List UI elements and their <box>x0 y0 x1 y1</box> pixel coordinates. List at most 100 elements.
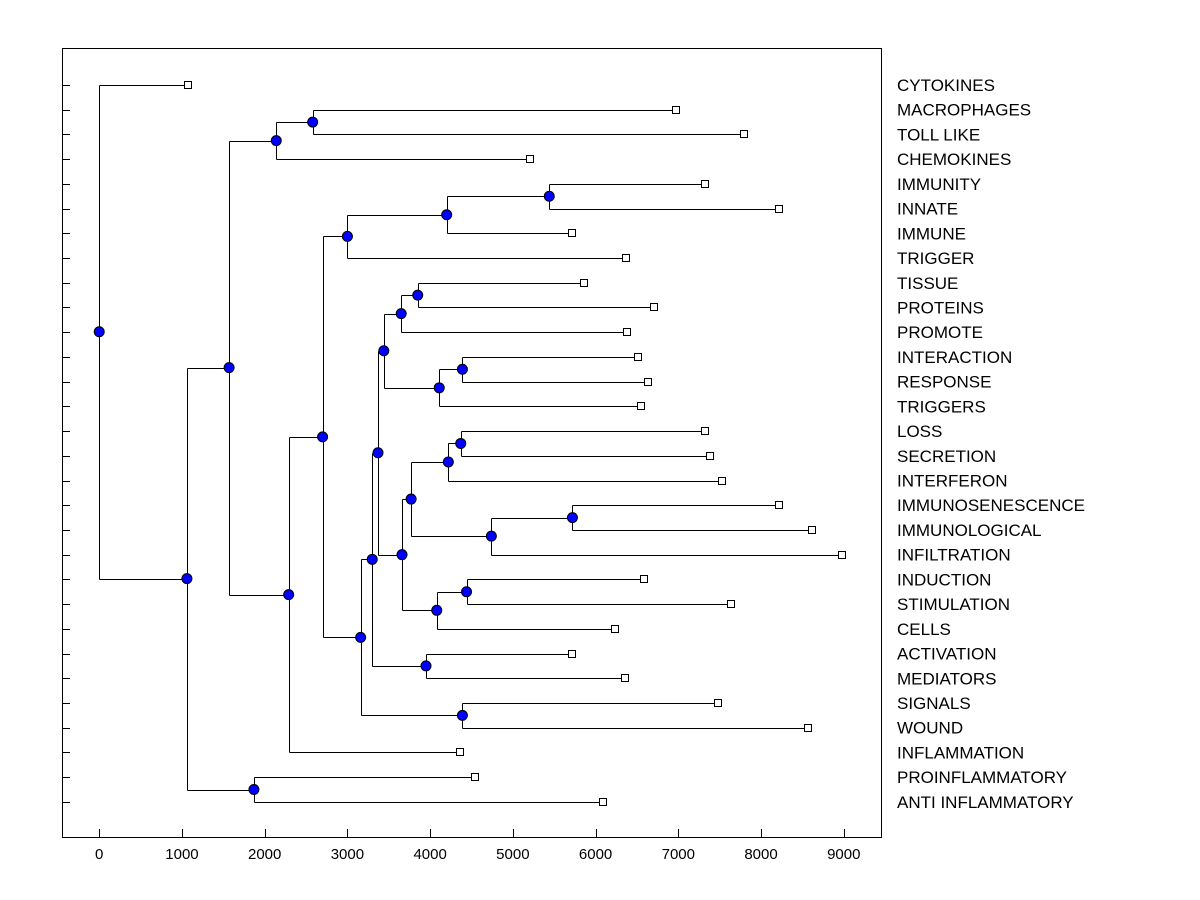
leaf-label-anti-inflammatory: ANTI INFLAMMATORY <box>897 793 1074 812</box>
merge-node-21 <box>456 709 468 721</box>
leaf-label-response: RESPONSE <box>897 373 991 392</box>
merge-node-2 <box>543 190 555 202</box>
x-tick-label-9000: 9000 <box>827 846 860 863</box>
x-tick-label-0: 0 <box>95 846 103 863</box>
leaf-marker-macrophages <box>672 106 680 114</box>
leaf-label-innate: INNATE <box>897 200 958 219</box>
leaf-marker-interferon <box>718 477 726 485</box>
leaf-marker-loss <box>701 427 709 435</box>
leaf-markers-group <box>184 81 846 806</box>
leaf-marker-proteins <box>650 303 658 311</box>
leaf-marker-interaction <box>634 353 642 361</box>
leaf-label-promote: PROMOTE <box>897 323 983 342</box>
leaf-label-toll-like: TOLL LIKE <box>897 125 980 144</box>
leaf-label-immunological: IMMUNOLOGICAL <box>897 521 1042 540</box>
merge-node-14 <box>405 493 417 505</box>
leaf-label-secretion: SECRETION <box>897 447 996 466</box>
leaf-marker-toll-like <box>740 130 748 138</box>
leaf-label-triggers: TRIGGERS <box>897 397 986 416</box>
leaf-marker-secretion <box>706 452 714 460</box>
x-tick-label-1000: 1000 <box>165 846 198 863</box>
merge-node-9 <box>378 345 390 357</box>
leaf-label-activation: ACTIVATION <box>897 645 997 664</box>
merge-node-7 <box>456 363 468 375</box>
leaf-label-immune: IMMUNE <box>897 224 966 243</box>
leaf-label-loss: LOSS <box>897 422 942 441</box>
leaf-label-immunosenescence: IMMUNOSENESCENCE <box>897 496 1085 515</box>
plot-frame <box>62 48 882 838</box>
merge-node-25 <box>223 362 235 374</box>
leaf-marker-trigger <box>622 254 630 262</box>
leaf-marker-immunosenescence <box>775 501 783 509</box>
merge-node-24 <box>283 589 295 601</box>
x-tick-label-3000: 3000 <box>331 846 364 863</box>
leaf-marker-chemokines <box>526 155 534 163</box>
x-tick-label-6000: 6000 <box>579 846 612 863</box>
leaf-label-cells: CELLS <box>897 620 951 639</box>
merge-node-15 <box>461 586 473 598</box>
merge-node-8 <box>433 382 445 394</box>
leaf-label-macrophages: MACROPHAGES <box>897 101 1031 120</box>
x-tick-label-4000: 4000 <box>413 846 446 863</box>
leaf-marker-tissue <box>580 279 588 287</box>
x-tick-label-2000: 2000 <box>248 846 281 863</box>
leaf-label-trigger: TRIGGER <box>897 249 974 268</box>
leaf-marker-immunity <box>701 180 709 188</box>
leaf-label-induction: INDUCTION <box>897 570 991 589</box>
merge-node-22 <box>355 631 367 643</box>
leaf-label-signals: SIGNALS <box>897 694 971 713</box>
leaf-label-stimulation: STIMULATION <box>897 595 1010 614</box>
x-tick-label-8000: 8000 <box>744 846 777 863</box>
merge-node-17 <box>396 549 408 561</box>
merge-node-26 <box>248 784 260 796</box>
leaf-marker-anti-inflammatory <box>599 798 607 806</box>
leaf-marker-infiltration <box>838 551 846 559</box>
merge-node-5 <box>412 289 424 301</box>
merge-node-16 <box>431 604 443 616</box>
leaf-labels-group: CYTOKINES MACROPHAGES TOLL LIKE CHEMOKINES I… <box>897 76 1085 812</box>
leaf-label-chemokines: CHEMOKINES <box>897 150 1011 169</box>
merge-node-3 <box>441 209 453 221</box>
leaf-label-proinflammatory: PROINFLAMMATORY <box>897 768 1067 787</box>
merge-node-0 <box>307 116 319 128</box>
leaf-label-interaction: INTERACTION <box>897 348 1012 367</box>
x-tick-label-7000: 7000 <box>662 846 695 863</box>
leaf-marker-proinflammatory <box>471 773 479 781</box>
merge-node-4 <box>341 230 353 242</box>
node-markers-group <box>93 116 578 796</box>
merge-node-12 <box>566 512 578 524</box>
x-axis-ticks-group: 0 1000 2000 3000 4000 5000 6000 7000 8000 9000 <box>62 85 860 863</box>
branches-group <box>99 85 843 803</box>
leaf-label-interferon: INTERFERON <box>897 472 1008 491</box>
x-tick-label-5000: 5000 <box>496 846 529 863</box>
merge-node-27 <box>181 573 193 585</box>
leaf-marker-activation <box>568 650 576 658</box>
leaf-marker-immunological <box>808 526 816 534</box>
merge-node-13 <box>485 530 497 542</box>
leaf-marker-cytokines <box>184 81 192 89</box>
leaf-marker-wound <box>804 724 812 732</box>
leaf-label-mediators: MEDIATORS <box>897 669 997 688</box>
merge-node-19 <box>420 660 432 672</box>
leaf-marker-mediators <box>621 674 629 682</box>
leaf-marker-stimulation <box>727 600 735 608</box>
merge-node-20 <box>366 553 378 565</box>
merge-node-11 <box>442 456 454 468</box>
leaf-label-tissue: TISSUE <box>897 274 958 293</box>
leaf-label-cytokines: CYTOKINES <box>897 76 995 95</box>
leaf-marker-immune <box>568 229 576 237</box>
leaf-marker-triggers <box>637 402 645 410</box>
leaf-label-wound: WOUND <box>897 719 963 738</box>
leaf-marker-innate <box>775 205 783 213</box>
leaf-label-immunity: IMMUNITY <box>897 175 981 194</box>
merge-node-28 <box>93 326 105 338</box>
leaf-marker-induction <box>640 575 648 583</box>
merge-node-1 <box>270 135 282 147</box>
leaf-marker-cells <box>611 625 619 633</box>
leaf-marker-promote <box>623 328 631 336</box>
leaf-label-inflammation: INFLAMMATION <box>897 743 1024 762</box>
leaf-marker-response <box>644 378 652 386</box>
leaf-label-proteins: PROTEINS <box>897 298 984 317</box>
